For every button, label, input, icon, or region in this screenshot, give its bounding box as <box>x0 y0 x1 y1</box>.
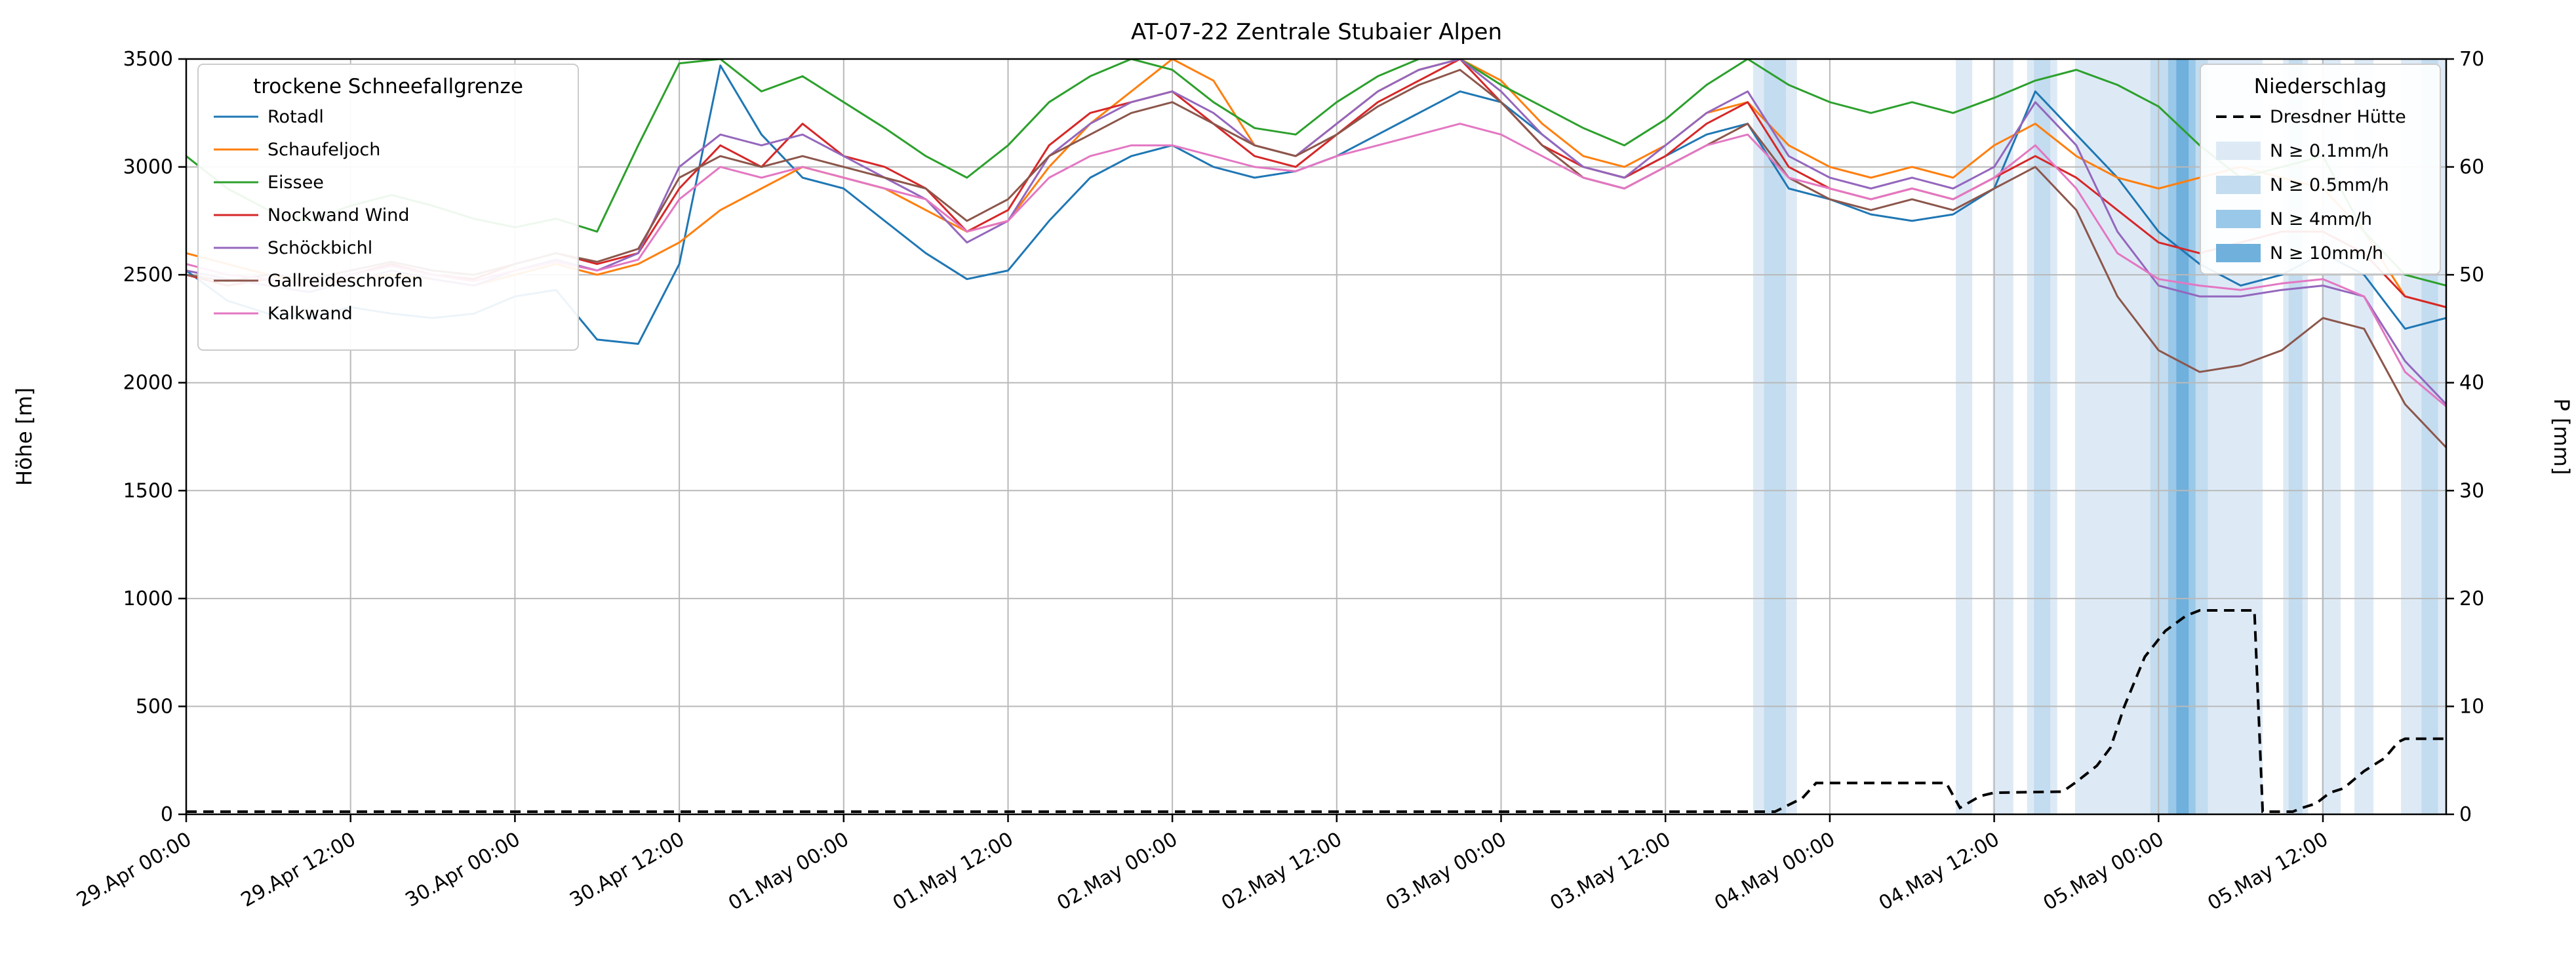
y-tick-label-left: 3000 <box>123 156 173 179</box>
x-tick-label: 01.May 00:00 <box>724 828 853 915</box>
y-tick-label-left: 1000 <box>123 587 173 610</box>
legend-snowline-item: Rotadl <box>268 107 324 127</box>
y-tick-label-right: 10 <box>2459 695 2484 718</box>
precip-band <box>1956 59 1973 814</box>
legend-snowline-box <box>197 64 579 351</box>
legend-band-sample <box>2216 142 2261 160</box>
x-tick-label: 03.May 12:00 <box>1547 828 1675 915</box>
legend-precip-band-item: N ≥ 0.5mm/h <box>2270 175 2389 195</box>
y-tick-label-right: 70 <box>2459 48 2484 71</box>
y-tick-label-left: 2500 <box>123 264 173 287</box>
x-tick-label: 03.May 00:00 <box>1382 828 1511 915</box>
x-tick-label: 02.May 00:00 <box>1053 828 1181 915</box>
legend-snowline-item: Kalkwand <box>268 304 353 324</box>
x-tick-label: 29.Apr 12:00 <box>237 828 360 912</box>
legend-precip-band-item: N ≥ 0.1mm/h <box>2270 141 2389 161</box>
plot-border <box>185 58 2447 816</box>
legend-snowline-item: Schaufeljoch <box>268 140 380 160</box>
y-tick-label-right: 20 <box>2459 587 2484 610</box>
legend-precip-title: Niederschlag <box>2254 75 2387 98</box>
legend-snowline-item: Eissee <box>268 172 324 193</box>
y-tick-label-left: 1500 <box>123 479 173 502</box>
x-tick-label: 05.May 12:00 <box>2204 828 2332 915</box>
y-tick-label-right: 40 <box>2459 372 2484 395</box>
y-tick-label-left: 500 <box>136 695 173 718</box>
y-axis-label-right: P [mm] <box>2549 399 2574 475</box>
legend-snowline: trockene Schneefallgrenze Rotadl Schaufelj… <box>197 64 579 351</box>
y-tick-label-right: 30 <box>2459 479 2484 502</box>
x-tick-label: 29.Apr 00:00 <box>73 828 195 912</box>
legend-precip-line-item: Dresdner Hütte <box>2270 107 2406 127</box>
y-tick-label-left: 3500 <box>123 48 173 71</box>
precip-band <box>2176 59 2189 814</box>
y-tick-label-left: 0 <box>161 803 173 826</box>
legend-precip-band-item: N ≥ 4mm/h <box>2270 209 2372 229</box>
x-tick-label: 04.May 00:00 <box>1711 828 1839 915</box>
x-tick-label: 30.Apr 00:00 <box>401 828 524 912</box>
precip-line <box>186 609 2446 813</box>
precip-band <box>2034 59 2051 814</box>
y-tick-label-left: 2000 <box>123 372 173 395</box>
legend-snowline-item: Gallreideschrofen <box>268 271 423 291</box>
legend-snowline-item: Schöckbichl <box>268 238 372 258</box>
x-tick-label: 04.May 12:00 <box>1875 828 2004 915</box>
legend-band-sample <box>2216 244 2261 262</box>
x-tick-label: 05.May 00:00 <box>2040 828 2168 915</box>
y-tick-label-right: 60 <box>2459 156 2484 179</box>
x-tick-label: 01.May 12:00 <box>889 828 1018 915</box>
chart-title: AT-07-22 Zentrale Stubaier Alpen <box>1131 19 1502 45</box>
legend-band-sample <box>2216 210 2261 228</box>
legend-snowline-item: Nockwand Wind <box>268 205 410 226</box>
y-tick-label-right: 0 <box>2459 803 2472 826</box>
legend-precip: Niederschlag Dresdner Hütte N ≥ 0.1mm/h N ≥… <box>2200 64 2441 275</box>
legend-band-sample <box>2216 176 2261 194</box>
precip-band <box>1764 59 1786 814</box>
x-tick-label: 30.Apr 12:00 <box>566 828 688 912</box>
x-tick-label: 02.May 12:00 <box>1218 828 1346 915</box>
y-tick-label-right: 50 <box>2459 264 2484 287</box>
legend-precip-band-item: N ≥ 10mm/h <box>2270 243 2383 264</box>
y-axis-label-left: Höhe [m] <box>12 387 37 486</box>
legend-snowline-title: trockene Schneefallgrenze <box>253 75 523 98</box>
